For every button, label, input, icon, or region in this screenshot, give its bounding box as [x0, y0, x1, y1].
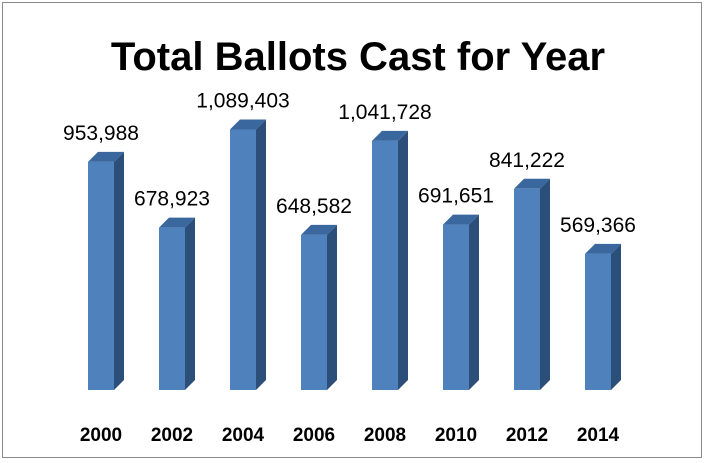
bar-2012: [514, 178, 550, 390]
bar-top-2014: [585, 243, 621, 254]
bar-front-2002: [159, 227, 185, 390]
bar-2008: [372, 130, 408, 390]
x-tick-2002: 2002: [151, 425, 193, 446]
bar-side-2010: [469, 214, 479, 390]
bar-2006: [301, 224, 337, 390]
bar-side-2002: [185, 217, 195, 390]
x-tick-2006: 2006: [293, 425, 335, 446]
bar-top-2012: [514, 178, 550, 189]
x-tick-labels-group: 2000 2002 2004 2006 2008 2010 2012 2014: [80, 425, 620, 446]
bar-top-2006: [301, 224, 337, 235]
bar-top-2002: [159, 217, 195, 228]
x-tick-2004: 2004: [222, 425, 265, 446]
bar-side-2000: [114, 151, 124, 390]
data-label-2000: 953,988: [63, 122, 139, 145]
bar-top-2000: [88, 151, 124, 162]
bar-2014: [585, 243, 621, 390]
x-tick-2000: 2000: [80, 425, 122, 446]
bar-front-2004: [230, 129, 256, 390]
data-label-2012: 841,222: [489, 149, 565, 172]
x-tick-2010: 2010: [435, 425, 477, 446]
x-tick-2008: 2008: [364, 425, 406, 446]
bar-2004: [230, 119, 266, 391]
bar-side-2008: [398, 130, 408, 390]
bar-side-2014: [611, 243, 621, 390]
data-label-2004: 1,089,403: [196, 89, 289, 112]
bar-front-2006: [301, 234, 327, 390]
data-label-2014: 569,366: [560, 214, 636, 237]
bar-top-2008: [372, 130, 408, 141]
bar-front-2012: [514, 188, 540, 390]
data-label-2002: 678,923: [134, 188, 210, 211]
data-label-2010: 691,651: [418, 185, 494, 208]
data-label-2008: 1,041,728: [338, 101, 431, 124]
x-tick-2012: 2012: [506, 425, 548, 446]
x-tick-2014: 2014: [577, 425, 620, 446]
bar-top-2010: [443, 214, 479, 225]
data-label-2006: 648,582: [276, 195, 352, 218]
bar-front-2014: [585, 253, 611, 390]
bar-2000: [88, 151, 124, 390]
bar-2010: [443, 214, 479, 390]
chart-title: Total Ballots Cast for Year: [111, 35, 605, 79]
bar-2002: [159, 217, 195, 390]
bar-side-2004: [256, 119, 266, 391]
bar-side-2012: [540, 178, 550, 390]
bar-side-2006: [327, 224, 337, 390]
bar-top-2004: [230, 119, 266, 130]
bar-front-2000: [88, 161, 114, 390]
data-labels-group: 953,988 678,923 1,089,403 648,582 1,041,728 6…: [63, 89, 636, 236]
bar-front-2008: [372, 140, 398, 390]
bar-front-2010: [443, 224, 469, 390]
bars-group: [88, 119, 621, 391]
